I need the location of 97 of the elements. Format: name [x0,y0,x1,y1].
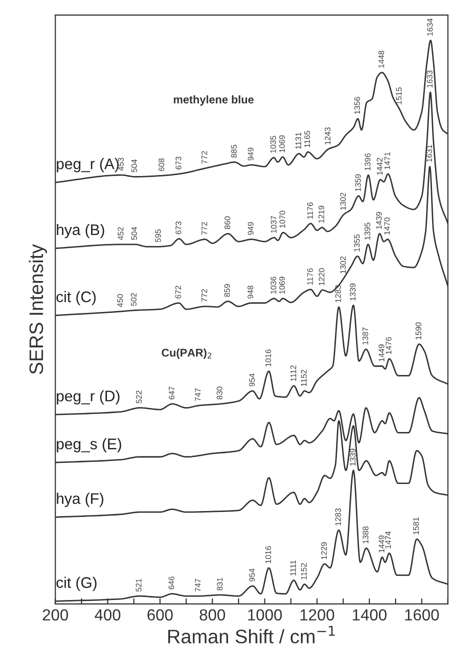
annotation: 860 [224,216,230,230]
series-label: peg_r (D) [56,390,120,404]
annotation: 1356 [354,96,360,114]
annotation: 1449 [378,344,384,362]
annotation: 1152 [300,563,307,580]
series-label: hya (F) [56,492,104,508]
annotation: 672 [175,286,182,298]
annotation: Cu(PAR)$_{2}$ [162,348,212,359]
annotation: 830 [216,386,222,400]
annotation: 1449 [378,535,384,552]
x-axis-title: Raman Shift / cm$^{−1}$ [168,626,335,644]
annotation: 1339 [350,284,356,300]
annotation: 1339 [350,448,356,466]
annotation: 1634 [427,18,433,36]
annotation: 673 [176,222,182,234]
annotation: 1069 [279,135,285,152]
x-tick-label: 400 [94,609,120,621]
annotation: 452 [118,227,124,240]
annotation: 1176 [307,268,313,285]
annotation: 859 [224,284,230,297]
annotation: 747 [195,578,201,592]
annotation: 772 [201,289,208,302]
annotation: 1165 [304,130,310,148]
annotation: 1152 [300,370,307,386]
series-label: cit (G) [56,576,96,591]
annotation: 453 [118,158,124,171]
annotation: 1355 [354,234,360,252]
annotation: 1037 [270,216,277,233]
annotation: 673 [176,156,182,170]
annotation: 1111 [290,560,296,576]
annotation: 1471 [384,152,390,170]
annotation: 1396 [364,153,370,170]
annotation: 1069 [279,276,285,294]
annotation: 595 [155,229,161,242]
annotation: 1220 [318,268,324,286]
series-label: peg_s (E) [56,438,122,452]
annotation: 747 [195,388,201,401]
annotation: 1631 [426,144,432,162]
annotation: 1388 [362,526,368,544]
annotation: 949 [248,148,254,160]
annotation: 646 [168,576,174,590]
annotation: 502 [130,293,137,306]
x-tick-label: 1200 [300,609,334,621]
annotation: 1302 [340,192,346,210]
x-tick-label: 800 [200,609,226,621]
annotation: 1476 [386,337,392,354]
annotation: 1070 [279,210,286,228]
x-tick-label: 1600 [405,609,439,621]
annotation: 1470 [384,218,390,235]
annotation: 504 [131,227,138,240]
annotation: 1442 [376,158,382,175]
annotation: 1283 [335,285,341,302]
annotation: 450 [117,294,123,308]
annotation: 522 [136,390,142,404]
annotation: 948 [248,286,254,298]
annotation: 1176 [307,202,313,219]
annotation: 608 [158,158,164,172]
annotation: 1035 [270,136,276,153]
annotation: 954 [249,374,255,386]
series-label: peg_r (A) [56,158,119,172]
annotation: 1016 [265,349,272,366]
annotation: methylene blue [174,95,254,106]
annotation: 1131 [295,132,302,149]
x-tick-label: 1400 [352,609,387,621]
series-label: hya (B) [56,224,104,238]
x-tick-label: 600 [148,609,173,621]
annotation: 1229 [321,542,327,560]
x-tick-label: 1000 [248,609,282,621]
annotation: 1581 [413,517,419,534]
annotation: 504 [131,159,138,172]
annotation: 831 [216,578,223,590]
annotation: 1359 [355,174,361,192]
annotation: 885 [231,144,237,158]
annotation: 1448 [378,50,384,68]
annotation: 772 [201,222,208,235]
annotation: 1474 [385,531,391,548]
annotation: 1243 [324,127,330,144]
annotation: 1036 [270,276,276,294]
annotation: 1515 [396,87,402,104]
annotation: 1633 [426,70,433,88]
annotation: 521 [136,578,142,592]
annotation: 1283 [335,508,341,526]
annotation: 1112 [290,365,296,382]
annotation: 1302 [340,256,346,274]
annotation: 949 [248,222,254,235]
y-axis-title: SERS Intensity [28,244,48,374]
annotation: 647 [168,386,174,400]
annotation: 1590 [416,322,422,340]
annotation: 1387 [362,328,368,344]
annotation: 1439 [376,212,382,229]
x-tick-label: 200 [42,609,68,621]
annotation: 954 [249,568,255,582]
series-label: cit (C) [56,291,96,306]
annotation: 1395 [364,222,370,240]
annotation: 1219 [318,206,324,223]
annotation: 772 [201,151,208,164]
annotation: 1016 [265,546,272,564]
